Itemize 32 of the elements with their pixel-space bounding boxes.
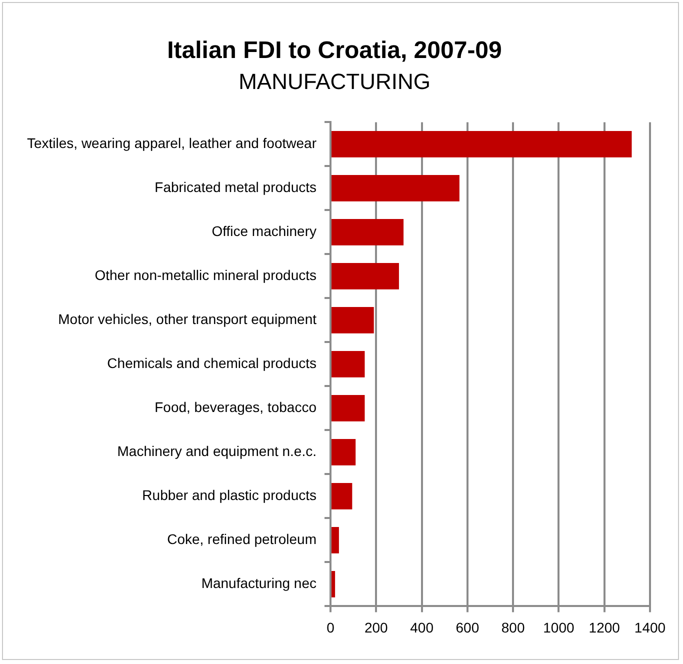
bar: [332, 571, 336, 598]
chart-subtitle: MANUFACTURING: [238, 69, 430, 94]
y-tick-label: Chemicals and chemical products: [107, 355, 316, 372]
bar: [332, 307, 374, 334]
y-tick-label: Other non-metallic mineral products: [94, 267, 316, 284]
x-tick-label: 600: [456, 619, 480, 636]
bar: [332, 175, 460, 202]
y-tick-label: Motor vehicles, other transport equipment: [58, 311, 317, 328]
y-tick-label: Textiles, wearing apparel, leather and footwear: [26, 135, 317, 152]
y-tick-label: Office machinery: [212, 223, 316, 240]
bar: [332, 483, 352, 510]
y-tick-label: Fabricated metal products: [154, 179, 316, 196]
y-tick-label: Machinery and equipment n.e.c.: [117, 443, 316, 460]
bar: [332, 439, 356, 466]
bar: [332, 263, 399, 290]
bar: [332, 351, 365, 378]
y-tick-label: Coke, refined petroleum: [167, 531, 316, 548]
x-tick-label: 200: [364, 619, 388, 636]
y-tick-label: Rubber and plastic products: [142, 487, 316, 504]
chart-title: Italian FDI to Croatia, 2007-09: [167, 37, 502, 64]
x-tick-label: 400: [410, 619, 434, 636]
x-tick-label: 1000: [543, 619, 574, 636]
bar: [332, 527, 339, 554]
bar: [332, 131, 632, 158]
y-tick-label: Manufacturing nec: [201, 575, 316, 592]
bar: [332, 395, 365, 422]
x-tick-label: 1200: [588, 619, 620, 636]
x-tick-label: 1400: [634, 619, 666, 636]
bar: [332, 219, 404, 246]
x-tick-label: 800: [501, 619, 525, 636]
x-tick-label: 0: [326, 619, 335, 636]
y-tick-label: Food, beverages, tobacco: [154, 399, 317, 416]
